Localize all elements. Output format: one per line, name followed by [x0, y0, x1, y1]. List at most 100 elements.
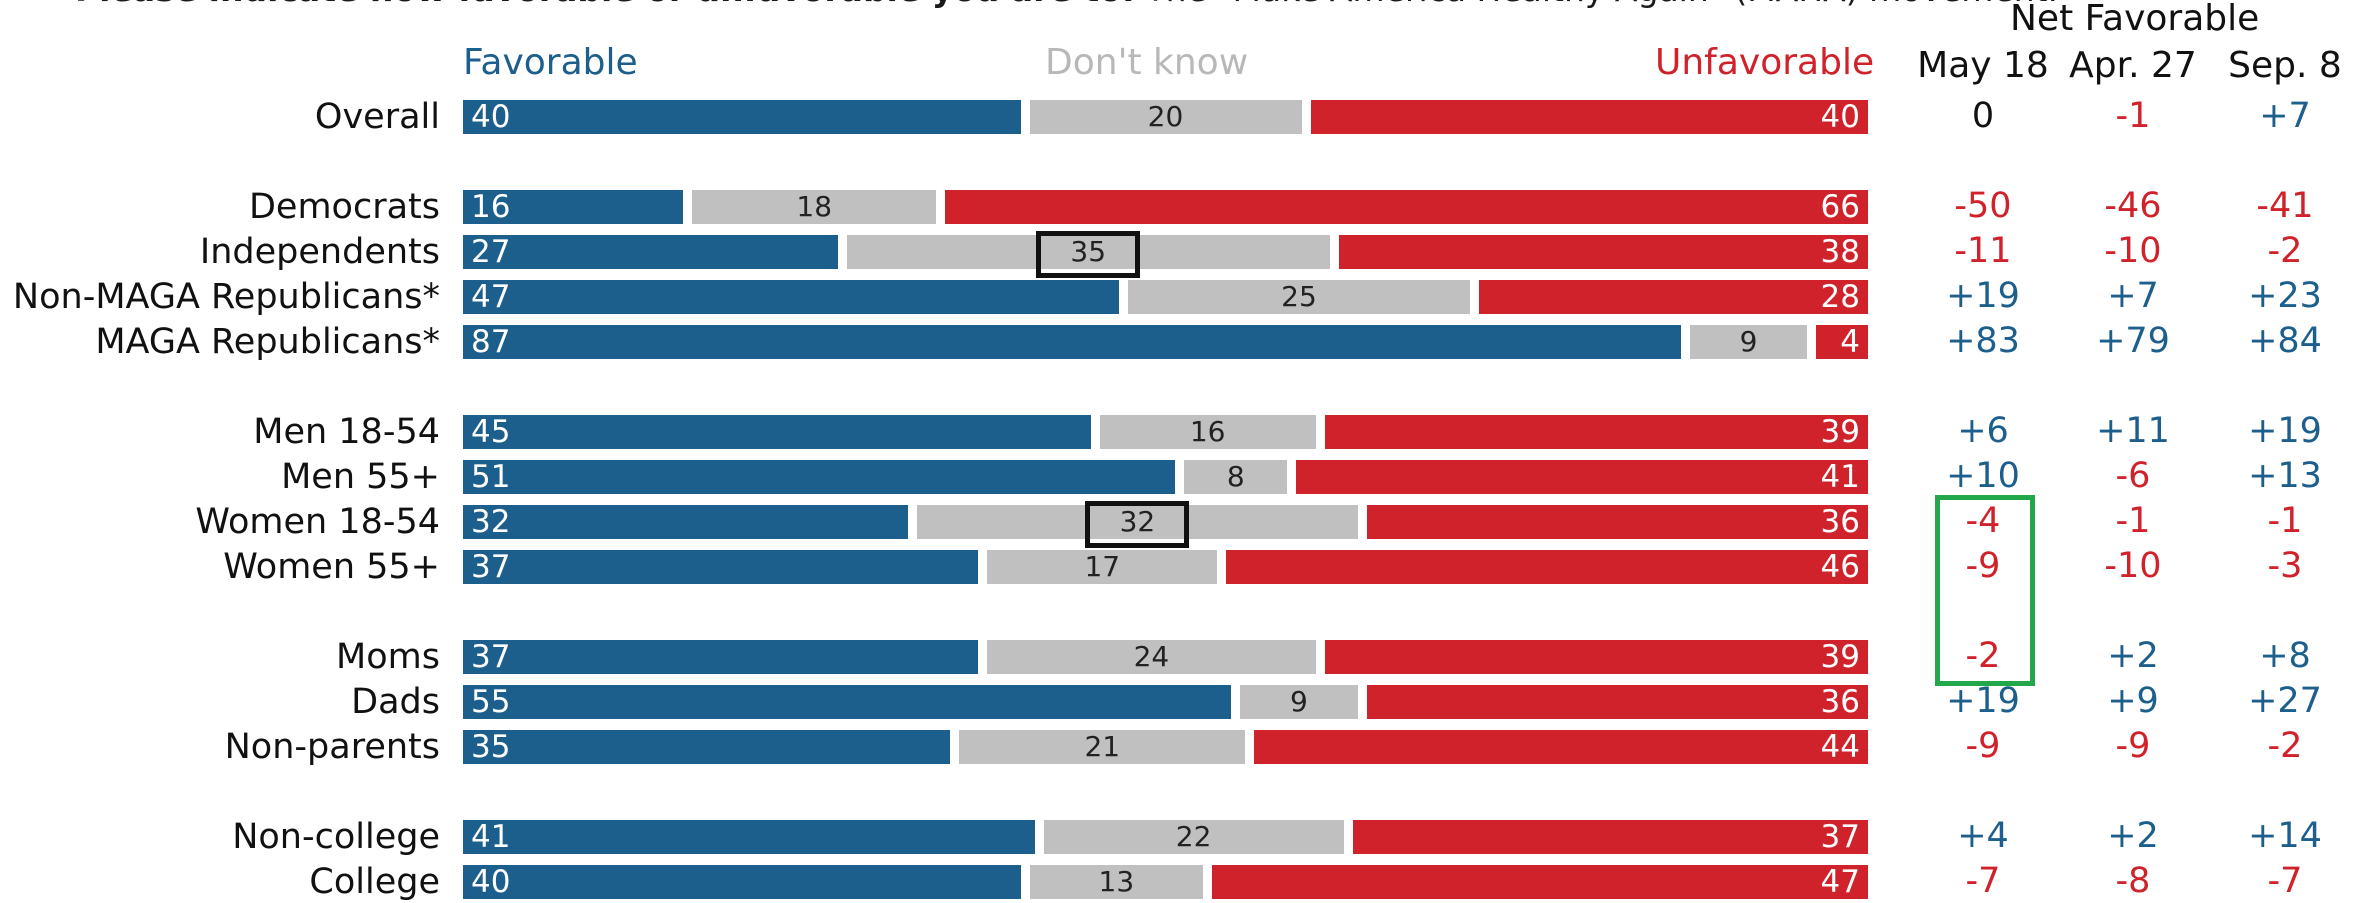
favorable-bar-men-55: 51 — [463, 460, 1176, 494]
unfavorable-bar-maga-republicans: 4 — [1816, 325, 1868, 359]
dont-know-bar-dads: 9 — [1240, 685, 1358, 719]
net-column-head-apr27: Apr. 27 — [2069, 45, 2197, 86]
net-value-college-may-18: -7 — [1965, 861, 2001, 901]
unfavorable-bar-men-18-54: 39 — [1324, 415, 1868, 449]
dont-know-bar-men-18-54: 16 — [1099, 415, 1316, 449]
net-value-women-18-54-sep-8: -1 — [2267, 501, 2303, 541]
net-value-moms-sep-8: +8 — [2259, 636, 2311, 676]
row-label-men-55: Men 55+ — [281, 457, 440, 497]
row-label-democrats: Democrats — [248, 187, 440, 227]
unfavorable-header: Unfavorable — [1655, 42, 1875, 83]
dont-know-bar-democrats: 18 — [692, 190, 937, 224]
row-label-independents: Independents — [199, 232, 440, 272]
net-value-democrats-may-18: -50 — [1954, 186, 2012, 226]
dont-know-bar-college: 13 — [1029, 865, 1204, 899]
net-value-moms-apr-27: +2 — [2107, 636, 2159, 676]
net-value-men-18-54-sep-8: +19 — [2248, 411, 2322, 451]
dont-know-bar-non-maga-republicans: 25 — [1127, 280, 1471, 314]
net-value-non-parents-sep-8: -2 — [2267, 726, 2303, 766]
favorable-bar-dads: 55 — [463, 685, 1232, 719]
favorable-bar-non-college: 41 — [463, 820, 1035, 854]
row-label-maga-republicans: MAGA Republicans* — [95, 322, 440, 362]
net-value-men-55-sep-8: +13 — [2248, 456, 2322, 496]
row-label-dads: Dads — [351, 682, 440, 722]
unfavorable-bar-college: 47 — [1212, 865, 1868, 899]
question-text: Please indicate how favorable or unfavor… — [75, 0, 2058, 9]
net-value-overall-may-18: 0 — [1971, 96, 1995, 136]
net-favorable-title: Net Favorable — [2010, 0, 2260, 39]
net-value-men-18-54-apr-27: +11 — [2096, 411, 2170, 451]
unfavorable-bar-women-55: 46 — [1226, 550, 1868, 584]
unfavorable-bar-democrats: 66 — [945, 190, 1868, 224]
highlight-box-women-18-54 — [1085, 501, 1190, 548]
net-highlight-box — [1935, 495, 2035, 686]
question-bold: Please indicate how favorable or unfavor… — [75, 0, 1135, 9]
net-column-head-may18: May 18 — [1917, 45, 2049, 86]
row-label-overall: Overall — [314, 97, 440, 137]
net-value-men-55-apr-27: -6 — [2115, 456, 2151, 496]
net-value-independents-sep-8: -2 — [2267, 231, 2303, 271]
net-value-non-maga-republicans-apr-27: +7 — [2107, 276, 2159, 316]
dont-know-bar-men-55: 8 — [1184, 460, 1288, 494]
dont-know-header: Don't know — [1045, 42, 1249, 83]
net-value-maga-republicans-apr-27: +79 — [2096, 321, 2170, 361]
favorable-bar-independents: 27 — [463, 235, 838, 269]
unfavorable-bar-dads: 36 — [1366, 685, 1868, 719]
net-value-democrats-sep-8: -41 — [2256, 186, 2314, 226]
row-label-women-55: Women 55+ — [223, 547, 440, 587]
row-label-women-18-54: Women 18-54 — [195, 502, 440, 542]
net-value-dads-sep-8: +27 — [2248, 681, 2322, 721]
dont-know-bar-non-parents: 21 — [959, 730, 1246, 764]
unfavorable-bar-men-55: 41 — [1296, 460, 1868, 494]
net-value-maga-republicans-sep-8: +84 — [2248, 321, 2322, 361]
net-column-head-sep8: Sep. 8 — [2228, 45, 2342, 86]
net-value-non-parents-may-18: -9 — [1965, 726, 2001, 766]
net-value-independents-may-18: -11 — [1954, 231, 2012, 271]
favorable-bar-democrats: 16 — [463, 190, 684, 224]
favorable-bar-women-55: 37 — [463, 550, 979, 584]
favorable-header: Favorable — [463, 42, 638, 83]
row-label-non-college: Non-college — [232, 817, 440, 857]
net-value-non-parents-apr-27: -9 — [2115, 726, 2151, 766]
net-value-women-18-54-may-18: -4 — [1965, 501, 2001, 541]
unfavorable-bar-women-18-54: 36 — [1366, 505, 1868, 539]
dont-know-bar-women-18-54: 32 — [917, 505, 1358, 539]
unfavorable-bar-moms: 39 — [1324, 640, 1868, 674]
net-value-non-college-may-18: +4 — [1957, 816, 2009, 856]
net-value-non-college-apr-27: +2 — [2107, 816, 2159, 856]
net-value-dads-may-18: +19 — [1946, 681, 2020, 721]
net-value-moms-may-18: -2 — [1965, 636, 2001, 676]
favorable-bar-men-18-54: 45 — [463, 415, 1091, 449]
net-value-women-55-apr-27: -10 — [2104, 546, 2162, 586]
unfavorable-bar-non-college: 37 — [1352, 820, 1868, 854]
favorable-bar-non-parents: 35 — [463, 730, 951, 764]
dont-know-bar-moms: 24 — [987, 640, 1316, 674]
dont-know-bar-independents: 35 — [846, 235, 1330, 269]
favorable-bar-moms: 37 — [463, 640, 979, 674]
question-rest: The "Make America Healthy Again" (MAHA) … — [1135, 0, 2058, 9]
net-value-men-55-may-18: +10 — [1946, 456, 2020, 496]
net-value-college-apr-27: -8 — [2115, 861, 2151, 901]
row-label-men-18-54: Men 18-54 — [253, 412, 440, 452]
row-label-non-maga-republicans: Non-MAGA Republicans* — [12, 277, 440, 317]
unfavorable-bar-non-maga-republicans: 28 — [1479, 280, 1868, 314]
net-value-independents-apr-27: -10 — [2104, 231, 2162, 271]
net-value-college-sep-8: -7 — [2267, 861, 2303, 901]
row-label-non-parents: Non-parents — [224, 727, 440, 767]
net-value-non-maga-republicans-sep-8: +23 — [2248, 276, 2322, 316]
unfavorable-bar-overall: 40 — [1310, 100, 1868, 134]
row-label-college: College — [309, 862, 440, 902]
net-value-dads-apr-27: +9 — [2107, 681, 2159, 721]
net-value-non-college-sep-8: +14 — [2248, 816, 2322, 856]
net-value-women-18-54-apr-27: -1 — [2115, 501, 2151, 541]
net-value-women-55-sep-8: -3 — [2267, 546, 2303, 586]
highlight-box-independents — [1036, 231, 1141, 278]
favorable-bar-maga-republicans: 87 — [463, 325, 1681, 359]
dont-know-bar-overall: 20 — [1029, 100, 1302, 134]
net-value-democrats-apr-27: -46 — [2104, 186, 2162, 226]
dont-know-bar-non-college: 22 — [1043, 820, 1344, 854]
dont-know-bar-maga-republicans: 9 — [1689, 325, 1808, 359]
net-value-overall-sep-8: +7 — [2259, 96, 2311, 136]
favorable-bar-women-18-54: 32 — [463, 505, 909, 539]
net-value-women-55-may-18: -9 — [1965, 546, 2001, 586]
